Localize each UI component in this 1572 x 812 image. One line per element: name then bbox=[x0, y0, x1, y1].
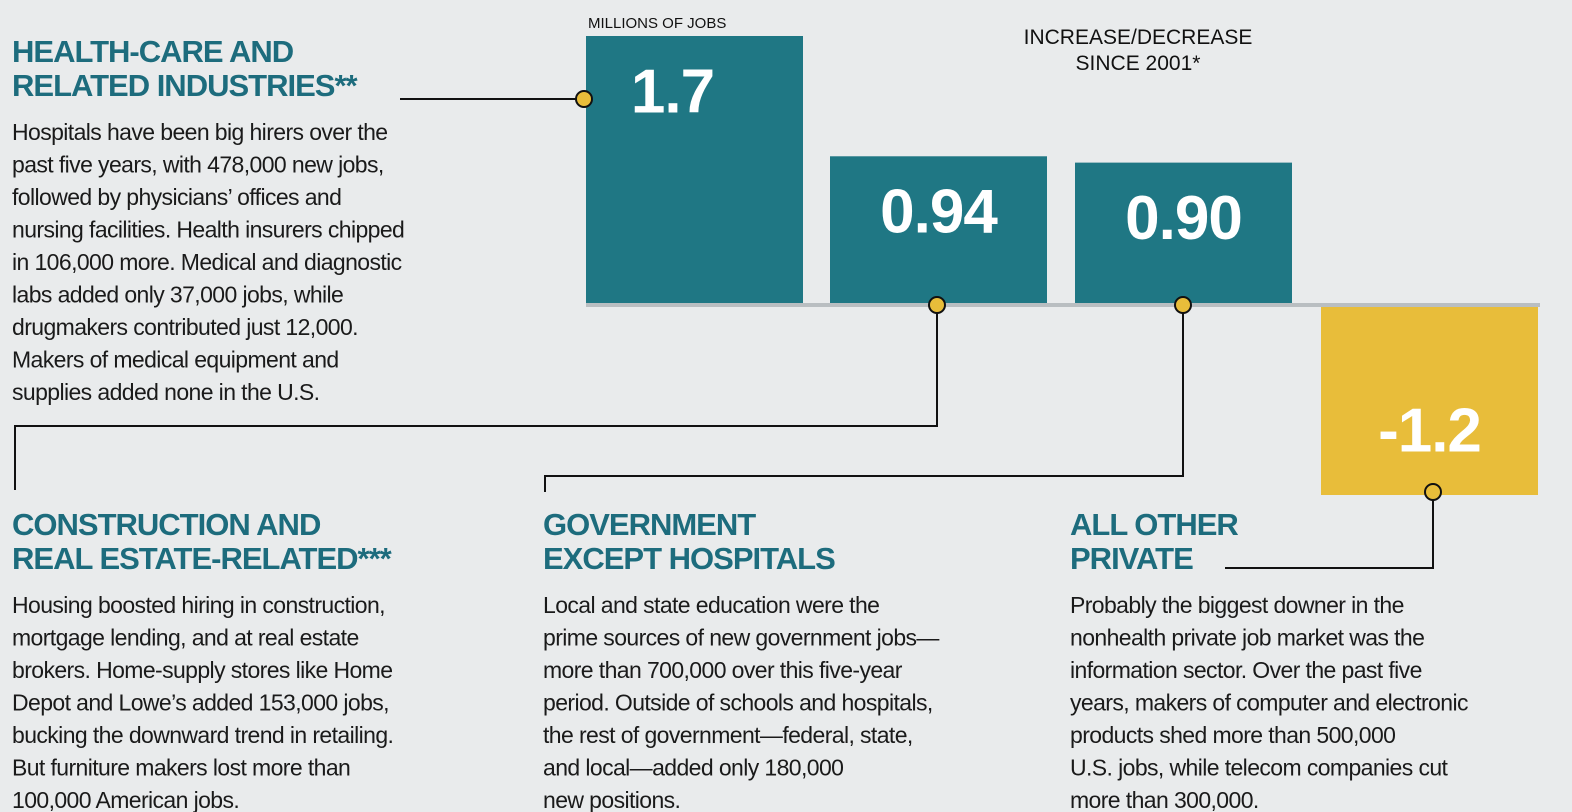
panel-text: information sector. Over the past five bbox=[1070, 657, 1422, 683]
panel-text: drugmakers contributed just 12,000. bbox=[12, 314, 358, 340]
panel-text: the rest of government—federal, state, bbox=[543, 722, 913, 748]
connector bbox=[1225, 492, 1434, 569]
panel-heading: RELATED INDUSTRIES** bbox=[12, 68, 359, 103]
panel-text: 100,000 American jobs. bbox=[12, 787, 239, 812]
panel-text: new positions. bbox=[543, 787, 680, 812]
panel-text: supplies added none in the U.S. bbox=[12, 379, 319, 405]
connector bbox=[14, 305, 938, 490]
panel-text: in 106,000 more. Medical and diagnostic bbox=[12, 249, 402, 275]
value-label: 0.94 bbox=[880, 178, 998, 247]
bar bbox=[586, 36, 803, 306]
panel-text: followed by physicians’ offices and bbox=[12, 184, 341, 210]
panel-text: Local and state education were the bbox=[543, 592, 879, 618]
panel-heading: EXCEPT HOSPITALS bbox=[543, 541, 835, 576]
connector-dot bbox=[1174, 296, 1192, 314]
panel-heading: CONSTRUCTION AND bbox=[12, 507, 321, 542]
panel-text: Depot and Lowe’s added 153,000 jobs, bbox=[12, 690, 389, 716]
bar bbox=[830, 156, 1047, 306]
subtitle: SINCE 2001* bbox=[1076, 52, 1201, 75]
bars: 1.7 0.94 0.90 -1.2 bbox=[586, 36, 1538, 495]
panel-text: bucking the downward trend in retailing. bbox=[12, 722, 393, 748]
panel-text: nursing facilities. Health insurers chip… bbox=[12, 217, 404, 243]
panel-text: years, makers of computer and electronic bbox=[1070, 690, 1468, 716]
panel-heading: ALL OTHER bbox=[1070, 507, 1238, 542]
panel-text: Housing boosted hiring in construction, bbox=[12, 592, 385, 618]
panel-text: Makers of medical equipment and bbox=[12, 347, 339, 373]
connector-dot bbox=[928, 296, 946, 314]
panel-text: labs added only 37,000 jobs, while bbox=[12, 282, 343, 308]
panel-text: U.S. jobs, while telecom companies cut bbox=[1070, 755, 1449, 781]
panel-text: nonhealth private job market was the bbox=[1070, 625, 1424, 651]
panel-heading: REAL ESTATE-RELATED*** bbox=[12, 541, 393, 576]
panel-text: more than 700,000 over this five-year bbox=[543, 657, 903, 683]
panel-text: Hospitals have been big hirers over the bbox=[12, 119, 388, 145]
panel-heading: PRIVATE bbox=[1070, 541, 1193, 576]
value-label: 1.7 bbox=[631, 57, 714, 126]
panel-text: products shed more than 500,000 bbox=[1070, 722, 1395, 748]
panel-heading: HEALTH-CARE AND bbox=[12, 34, 294, 69]
bar bbox=[1321, 305, 1538, 495]
connector bbox=[544, 305, 1184, 492]
bar bbox=[1075, 162, 1292, 306]
panel-text: past five years, with 478,000 new jobs, bbox=[12, 152, 384, 178]
connector-dot bbox=[1424, 483, 1442, 501]
panel-heading: GOVERNMENT bbox=[543, 507, 756, 542]
panel-text: prime sources of new government jobs— bbox=[543, 625, 939, 651]
panel-text: mortgage lending, and at real estate bbox=[12, 625, 359, 651]
value-label: 0.90 bbox=[1125, 184, 1242, 253]
panel-text: period. Outside of schools and hospitals… bbox=[543, 690, 933, 716]
connector-dot bbox=[575, 90, 593, 108]
panel-text: more than 300,000. bbox=[1070, 787, 1259, 812]
axis-label: MILLIONS OF JOBS bbox=[588, 15, 726, 32]
panel-text: But furniture makers lost more than bbox=[12, 755, 350, 781]
panel-text: Probably the biggest downer in the bbox=[1070, 592, 1404, 618]
panel-text: and local—added only 180,000 bbox=[543, 755, 843, 781]
panel-text: brokers. Home-supply stores like Home bbox=[12, 657, 392, 683]
value-label: -1.2 bbox=[1378, 396, 1481, 465]
subtitle: INCREASE/DECREASE bbox=[1024, 26, 1253, 49]
